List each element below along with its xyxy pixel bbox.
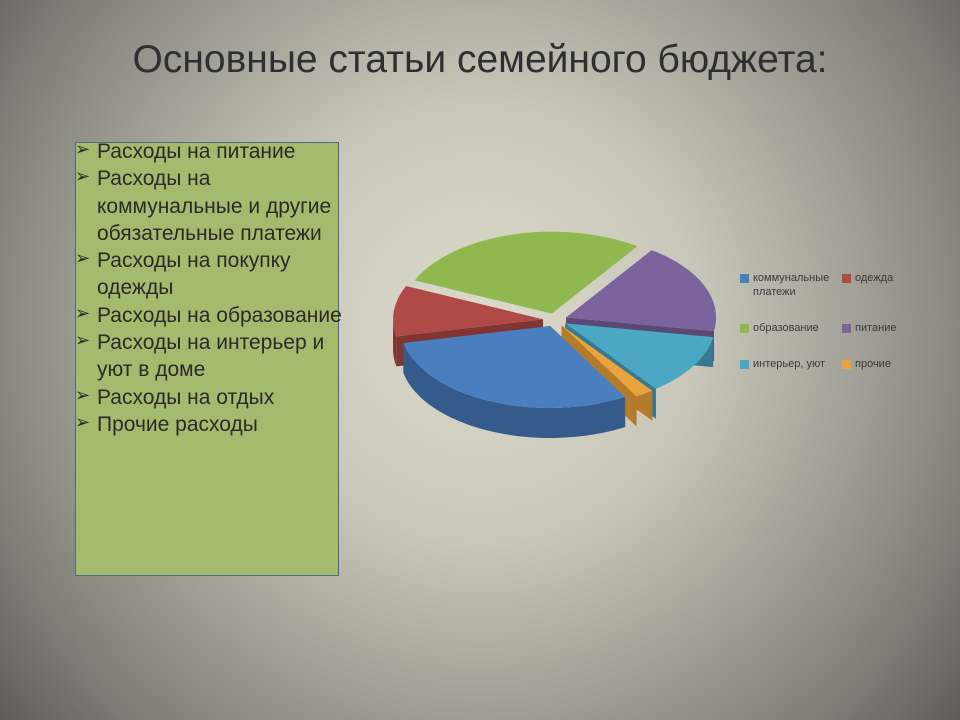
legend-item: образование — [740, 322, 842, 336]
legend-swatch — [740, 360, 749, 369]
list-item: Расходы на отдых — [75, 384, 350, 411]
legend-item: питание — [842, 322, 944, 336]
list-item: Расходы на коммунальные и другие обязате… — [75, 165, 350, 247]
legend-label: образование — [753, 322, 819, 336]
legend-item: прочие — [842, 358, 944, 372]
legend-swatch — [740, 274, 749, 283]
page-title: Основные статьи семейного бюджета: — [0, 38, 960, 82]
bullet-list: Расходы на питание Расходы на коммунальн… — [75, 138, 350, 438]
legend-row: коммунальные платежи одежда — [740, 272, 950, 300]
list-item: Расходы на интерьер и уют в доме — [75, 329, 350, 384]
list-item: Расходы на покупку одежды — [75, 247, 350, 302]
list-item: Прочие расходы — [75, 411, 350, 438]
slide: Основные статьи семейного бюджета: Расхо… — [0, 0, 960, 720]
legend-item: одежда — [842, 272, 944, 300]
legend-swatch — [842, 324, 851, 333]
bullet-ul: Расходы на питание Расходы на коммунальн… — [75, 138, 350, 438]
pie-chart — [370, 205, 740, 475]
legend-label: коммунальные платежи — [753, 272, 842, 300]
legend-label: интерьер, уют — [753, 358, 825, 372]
legend-row: интерьер, уют прочие — [740, 358, 950, 372]
legend-label: питание — [855, 322, 896, 336]
legend-label: прочие — [855, 358, 891, 372]
legend-item: коммунальные платежи — [740, 272, 842, 300]
legend-item: интерьер, уют — [740, 358, 842, 372]
legend-label: одежда — [855, 272, 893, 286]
chart-legend: коммунальные платежи одежда образование пит… — [740, 272, 950, 394]
list-item: Расходы на питание — [75, 138, 350, 165]
legend-swatch — [842, 274, 851, 283]
legend-swatch — [842, 360, 851, 369]
legend-swatch — [740, 324, 749, 333]
legend-row: образование питание — [740, 322, 950, 336]
list-item: Расходы на образование — [75, 302, 350, 329]
